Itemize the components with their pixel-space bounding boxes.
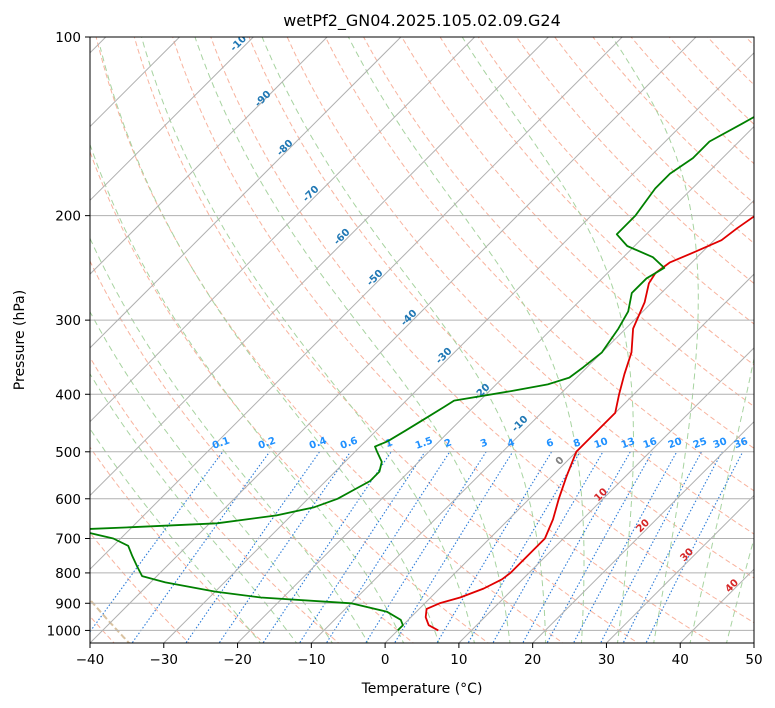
dry-adiabat-line [172,37,714,643]
plot-area: -100-90-80-70-60-50-40-30-20-10010203040… [90,37,754,643]
isotherm-line [237,125,754,643]
dry-adiabat-line [324,37,754,492]
isotherm-line [90,37,549,497]
mixing-ratio-label: 6 [545,437,555,450]
plot-frame [89,36,755,644]
isotherm-line [532,420,754,643]
mixing-ratio-line [599,451,702,643]
isotherm-line [384,273,754,643]
isotherm-line [90,37,697,643]
y-axis-ticks: 1000 900 800 700 600 500 400 300 200 100 [47,30,90,639]
y-tick-label: 400 [55,387,81,403]
mixing-ratio-label: 10 [593,436,610,451]
mixing-ratio-label: 8 [572,437,582,450]
isotherm-line [458,347,754,643]
x-tick-label: 0 [381,652,390,668]
moist-adiabat-line [90,142,405,643]
x-tick-label: −30 [150,652,179,668]
y-axis-label: Pressure (hPa) [12,290,28,390]
moist-adiabat-line [90,237,369,643]
x-axis-ticks: −40 −30 −20 −10 0 10 20 30 40 50 [76,643,763,668]
y-tick-label: 200 [55,209,81,225]
mixing-ratio-line [90,451,224,633]
y-tick-label: 300 [55,313,81,329]
y-tick-label: 100 [55,30,81,46]
x-tick-label: 50 [745,652,762,668]
moist-adiabat-line [90,310,333,643]
mixing-ratio-line [218,451,351,643]
x-tick-label: 40 [672,652,689,668]
moist-adiabat-line [90,372,298,643]
y-tick-label: 800 [55,566,81,582]
x-tick-label: 20 [524,652,541,668]
mixing-ratio-line [622,451,723,643]
isotherms [90,37,754,643]
mixing-ratio-line [298,451,426,643]
dry-adiabat-line [477,37,754,325]
mixing-ratio-label: 13 [620,436,637,451]
y-tick-label: 900 [55,596,81,612]
x-tick-label: −10 [297,652,326,668]
y-tick-label: 700 [55,532,81,548]
dry-adiabat-line [248,37,754,579]
dry-adiabat-line [286,37,754,535]
isobars [90,37,754,631]
dry-adiabat-line [90,150,490,643]
x-tick-label: 10 [450,652,467,668]
x-axis-label: Temperature (°C) [361,681,483,697]
y-tick-label: 600 [55,492,81,508]
mixing-ratio-label: 25 [692,436,709,451]
mixing-ratio-line [325,451,451,643]
mixing-ratio-line [436,451,553,643]
mixing-ratio-line [393,451,514,643]
mixing-ratio-line [185,451,321,643]
dry-adiabat-line [363,37,754,449]
x-tick-label: −20 [223,652,252,668]
isotherm-line [163,52,754,643]
isotherm-line [90,37,476,423]
x-tick-label: −40 [76,652,105,668]
chart-title: wetPf2_GN04.2025.105.02.09.G24 [283,11,561,31]
mixing-ratio-label: 2 [443,437,453,450]
isotherm-line [90,37,328,275]
isotherm-line [606,494,754,643]
mixing-ratio-label: 36 [733,436,750,451]
mixing-ratio-label: 20 [667,436,684,451]
moist-adiabat-line [90,427,262,643]
x-tick-label: 30 [598,652,615,668]
isotherm-line [90,37,402,349]
y-tick-label: 1000 [47,623,81,639]
mixing-ratio-line [467,451,581,643]
mixing-ratio-label: 3 [479,437,489,450]
profile-line-1 [424,215,754,632]
mixing-ratio-line [492,451,604,643]
mixing-ratio-label: 16 [642,436,659,451]
y-tick-label: 500 [55,445,81,461]
profiles [90,115,754,632]
profile-line-2 [90,115,754,632]
mixing-ratio-line [131,451,271,643]
isotherm-line [310,199,754,643]
isotherm-line [90,37,254,202]
mixing-ratio-label: 1 [384,437,394,450]
mixing-ratio-label: 30 [712,436,729,451]
dry-adiabat-line [439,37,754,366]
mixing-ratio-label: 4 [506,437,516,450]
isotherm-line [90,37,623,570]
